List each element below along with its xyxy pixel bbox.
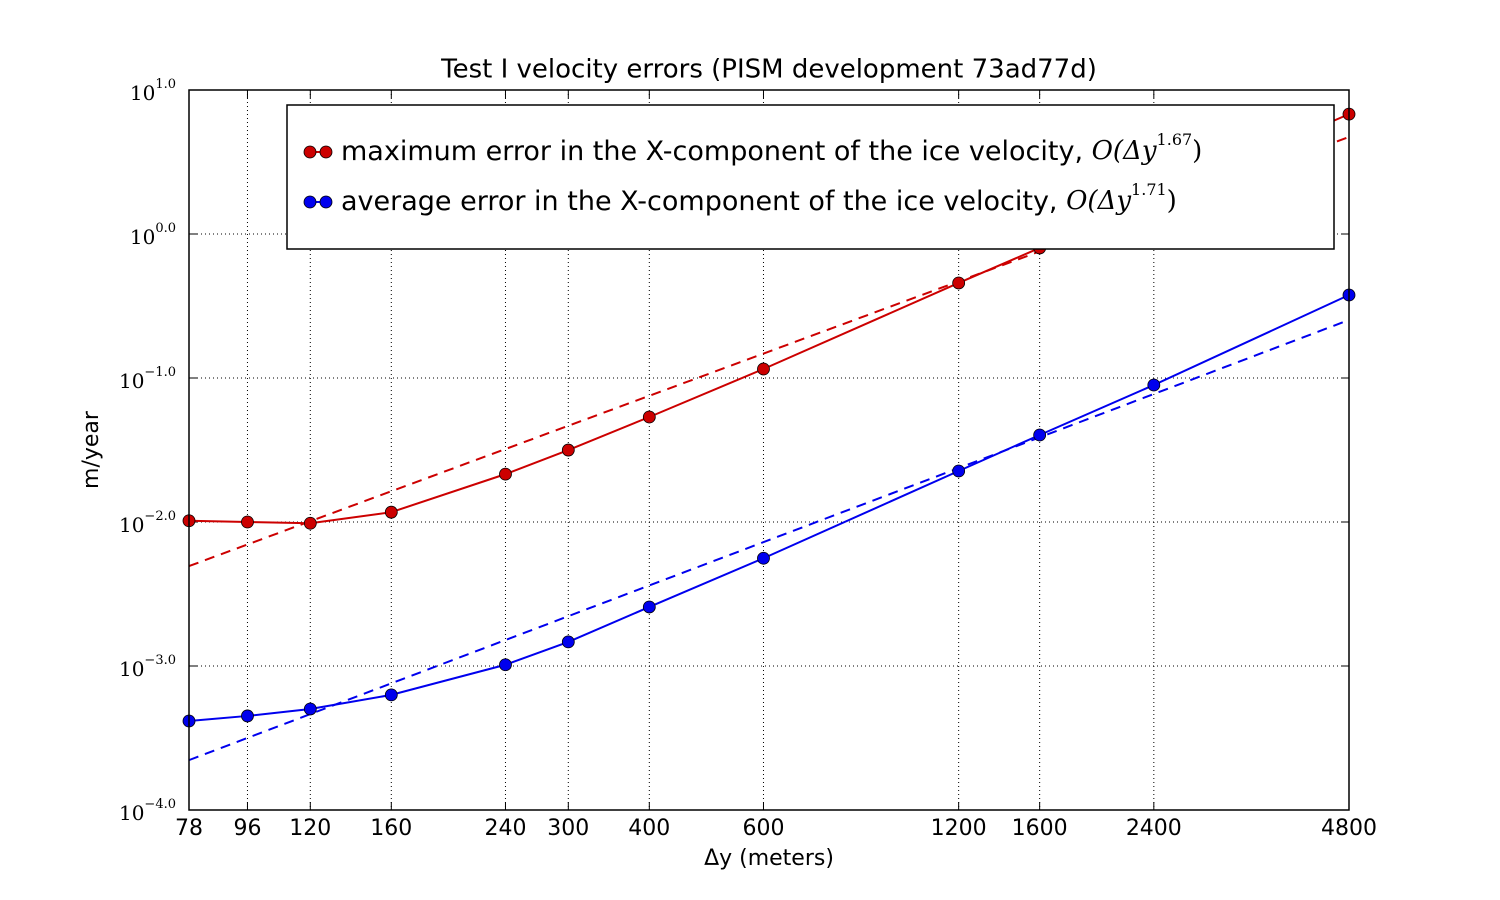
legend-box: [286, 104, 1335, 250]
legend-rate-exponent: 1.71: [1131, 180, 1167, 199]
data-point: [757, 551, 770, 565]
legend-marker: [303, 145, 317, 159]
y-tick-exponent: −2.0: [144, 509, 176, 524]
data-point: [561, 635, 575, 649]
x-axis-label: Δy (meters): [704, 846, 834, 871]
legend-rate-close: ): [1167, 186, 1177, 216]
data-point: [384, 505, 398, 519]
legend-text: average error in the X-component of the …: [341, 186, 1066, 217]
x-tick-label: 120: [289, 816, 331, 841]
x-tick-label: 240: [484, 816, 526, 841]
fit-line: [188, 136, 1350, 568]
legend-marker: [303, 195, 317, 209]
legend-label: maximum error in the X-component of the …: [341, 130, 1202, 167]
y-tick-label: 10−2.0: [119, 509, 176, 537]
legend-marker: [319, 195, 333, 209]
x-tick-label: 600: [742, 816, 784, 841]
y-tick-base: 10: [130, 81, 155, 105]
y-tick-exponent: 1.0: [155, 77, 176, 92]
y-tick-base: 10: [119, 513, 144, 537]
y-tick-label: 10−1.0: [119, 365, 176, 393]
data-point: [952, 464, 966, 478]
x-tick-label: 1200: [931, 816, 987, 841]
y-tick-base: 10: [119, 801, 144, 825]
data-point: [499, 467, 512, 481]
y-tick-base: 10: [119, 657, 144, 681]
x-tick-label: 400: [628, 816, 670, 841]
data-point: [952, 276, 966, 290]
data-point: [499, 658, 512, 672]
y-tick-exponent: −4.0: [144, 797, 176, 812]
x-tick-label: 300: [547, 816, 589, 841]
x-tick-label: 78: [175, 816, 203, 841]
data-point: [1147, 378, 1161, 392]
legend-marker: [319, 145, 333, 159]
legend-rate: O(Δy: [1092, 136, 1157, 166]
data-point: [757, 362, 770, 376]
x-tick-label: 160: [370, 816, 412, 841]
data-point: [561, 443, 575, 457]
x-tick-label: 1600: [1012, 816, 1068, 841]
y-tick-label: 100.0: [130, 221, 176, 249]
data-point: [241, 515, 254, 529]
data-point: [384, 688, 398, 702]
series-line: [188, 294, 1350, 722]
y-tick-base: 10: [119, 369, 144, 393]
data-point: [1033, 428, 1047, 442]
y-axis-label: m/year: [79, 410, 104, 489]
x-tick-label: 4800: [1321, 816, 1377, 841]
y-tick-label: 10−3.0: [119, 653, 176, 681]
y-tick-base: 10: [130, 225, 155, 249]
chart-title: Test I velocity errors (PISM development…: [440, 55, 1097, 85]
legend-rate: O(Δy: [1066, 186, 1131, 216]
y-tick-label: 101.0: [130, 77, 176, 105]
y-tick-exponent: −3.0: [144, 653, 176, 668]
y-tick-exponent: −1.0: [144, 365, 176, 380]
plot-frame: [188, 89, 1350, 811]
legend-rate-exponent: 1.67: [1157, 130, 1193, 149]
legend-text: maximum error in the X-component of the …: [341, 136, 1092, 167]
legend: maximum error in the X-component of the …: [286, 104, 1335, 250]
data-point: [642, 410, 656, 424]
x-tick-label: 96: [233, 816, 261, 841]
data-point: [642, 600, 656, 614]
data-point: [303, 516, 317, 530]
y-tick-label: 10−4.0: [119, 797, 176, 825]
legend-rate-close: ): [1192, 136, 1202, 166]
x-tick-label: 2400: [1126, 816, 1182, 841]
data-point: [303, 702, 317, 716]
legend-label: average error in the X-component of the …: [341, 180, 1177, 217]
y-tick-exponent: 0.0: [155, 221, 176, 236]
fit-line: [188, 319, 1350, 762]
data-point: [241, 709, 254, 723]
